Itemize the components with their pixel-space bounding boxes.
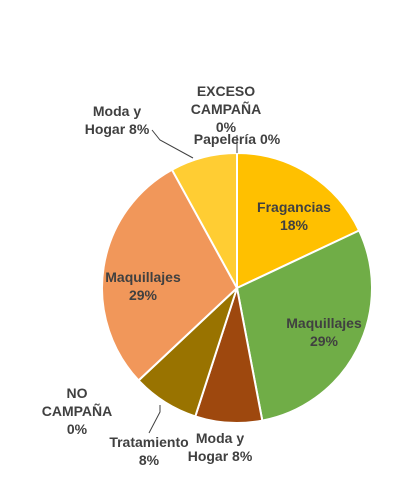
slice-label-line: 18% — [280, 217, 309, 233]
leader-line-moda-hogar-b — [151, 129, 194, 159]
slice-label-papeleria: Papelería 0% — [194, 131, 281, 147]
slice-label-line: Maquillajes — [105, 269, 181, 285]
slice-label-line: CAMPAÑA — [42, 402, 113, 419]
slice-label-line: EXCESO — [197, 83, 255, 99]
slice-label-moda-hogar-b: Moda y Hogar 8% — [85, 103, 150, 137]
leader-line-tratamiento — [148, 405, 161, 434]
slice-label-line: 0% — [67, 421, 88, 437]
slice-label-line: NO — [67, 385, 88, 401]
slice-label-line: CAMPAÑA — [191, 100, 262, 117]
slice-label-maquillajes-b: Maquillajes 29% — [105, 269, 181, 303]
slice-label-exceso-campana: EXCESO CAMPAÑA 0% — [191, 83, 262, 135]
slice-label-fragancias: Fragancias 18% — [257, 199, 331, 233]
slice-label-line: 29% — [129, 287, 158, 303]
slice-label-no-campana: NO CAMPAÑA 0% — [42, 385, 113, 437]
pie-slice-fragancias — [236, 151, 361, 290]
pie-slices — [101, 151, 373, 425]
slice-label-line: Moda y — [93, 103, 141, 119]
pie-slice-maquillajes-a — [235, 229, 373, 422]
slice-label-moda-hogar-a: Moda y Hogar 8% — [188, 430, 253, 464]
slice-labels: Fragancias 18% Maquillajes 29% Moda y Hogar 8… — [42, 83, 362, 468]
leader-lines — [148, 129, 238, 434]
slice-label-tratamiento: Tratamiento 8% — [109, 434, 188, 468]
slice-label-line: Fragancias — [257, 199, 331, 215]
slice-label-line: Maquillajes — [286, 315, 362, 331]
slice-label-line: 0% — [216, 119, 237, 135]
slice-label-line: Tratamiento — [109, 434, 188, 450]
slice-label-line: Hogar 8% — [85, 121, 150, 137]
slice-label-line: 8% — [139, 452, 160, 468]
slice-label-line: 29% — [310, 333, 339, 349]
pie-slice-moda-hogar-b — [170, 151, 238, 289]
slice-label-line: Moda y — [196, 430, 244, 446]
slice-label-line: Papelería 0% — [194, 131, 281, 147]
pie-slice-maquillajes-b — [101, 168, 239, 382]
slice-label-line: Hogar 8% — [188, 448, 253, 464]
slice-label-maquillajes-a: Maquillajes 29% — [286, 315, 362, 349]
